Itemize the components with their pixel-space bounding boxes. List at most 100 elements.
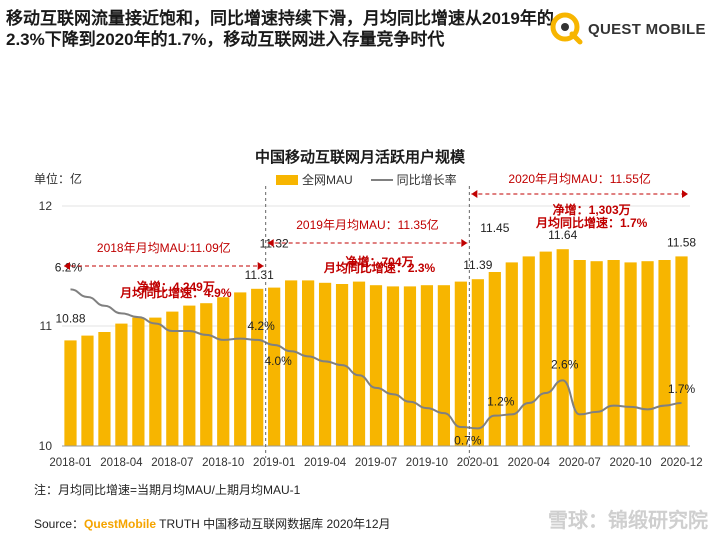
- bar: [98, 332, 111, 446]
- annotation-net-add: 净增：1,303万: [553, 202, 631, 217]
- brand-q-icon: [550, 12, 583, 45]
- line-value-label: 0.7%: [454, 433, 482, 447]
- legend-bar-label: 全网MAU: [302, 173, 353, 187]
- bar: [115, 323, 128, 446]
- chart-title: 中国移动互联网月活跃用户规模: [254, 149, 465, 166]
- source-rest: TRUTH 中国移动互联网数据库 2020年12月: [156, 517, 391, 531]
- unit-label: 单位：亿: [34, 172, 83, 186]
- bar: [132, 317, 145, 446]
- bar: [505, 262, 518, 446]
- y-tick-label: 10: [39, 439, 53, 453]
- x-tick-label: 2018-10: [202, 457, 244, 469]
- annotation-arrowhead: [471, 190, 478, 198]
- annotation-growth: 月均同比增速：4.9%: [119, 285, 232, 300]
- bar: [386, 286, 400, 446]
- growth-line: [70, 288, 682, 430]
- annotation-growth: 月均同比增速：2.3%: [323, 260, 436, 275]
- annotation-title-bg: [274, 217, 461, 233]
- x-tick-label: 2020-07: [559, 457, 601, 469]
- x-tick-label: 2020-12: [660, 457, 702, 469]
- bar: [217, 297, 230, 446]
- annotation-title: 2018年月均MAU:11.09亿: [97, 240, 231, 255]
- legend-line-label: 同比增长率: [396, 173, 457, 187]
- bar: [539, 251, 552, 446]
- bar-value-label: 11.45: [480, 221, 509, 235]
- source-prefix: Source：: [34, 517, 85, 531]
- x-tick-label: 2020-01: [457, 457, 499, 469]
- x-tick-label: 2018-07: [151, 457, 193, 469]
- brand-name: QUEST MOBILE: [588, 21, 706, 38]
- line-value-label: 2.6%: [551, 357, 579, 371]
- annotation-arrowhead: [682, 190, 688, 198]
- x-tick-label: 2020-10: [609, 457, 651, 469]
- source-line: Source：QuestMobile TRUTH 中国移动互联网数据库 2020…: [34, 515, 391, 532]
- bar: [675, 256, 688, 446]
- annotation-arrowhead: [64, 262, 70, 270]
- legend-bar-swatch: [276, 174, 298, 185]
- bar: [522, 256, 535, 446]
- watermark: 雪球：锦缎研究院: [548, 510, 708, 532]
- bar: [318, 282, 332, 446]
- bar-value-label: 11.32: [260, 237, 289, 251]
- annotation-arrowhead: [257, 262, 264, 270]
- bar-value-label: 11.64: [548, 228, 577, 242]
- bar: [658, 260, 671, 446]
- bar: [556, 249, 569, 446]
- x-tick-label: 2019-04: [304, 457, 347, 469]
- x-tick-label: 2019-07: [355, 457, 397, 469]
- line-value-label: 1.7%: [668, 382, 696, 396]
- bar-value-label: 10.88: [55, 311, 85, 325]
- annotation-title: 2020年月均MAU：11.55亿: [508, 171, 651, 186]
- annotation-title: 2019年月均MAU：11.35亿: [296, 217, 439, 232]
- bar: [420, 285, 434, 446]
- bar: [590, 261, 603, 446]
- x-tick-label: 2019-01: [253, 457, 295, 469]
- line-value-label: 4.2%: [248, 319, 276, 333]
- bar: [641, 261, 654, 446]
- bar: [251, 288, 264, 446]
- bar: [301, 280, 315, 446]
- bar-value-label: 11.39: [463, 258, 492, 272]
- bar-value-label: 11.58: [667, 235, 696, 249]
- bar: [352, 281, 366, 446]
- annotation-title-bg: [486, 171, 673, 187]
- bar-value-label: 11.31: [245, 268, 274, 282]
- annotation-growth: 月均同比增速：1.7%: [535, 215, 648, 230]
- bar: [607, 260, 620, 446]
- brand-logo: QUEST MOBILE: [548, 10, 718, 50]
- bar: [81, 335, 94, 446]
- bar: [149, 317, 162, 446]
- bar: [403, 286, 417, 446]
- annotation-arrowhead: [461, 239, 468, 247]
- bar: [624, 262, 637, 446]
- line-value-label: 1.2%: [487, 395, 515, 409]
- bar: [200, 303, 213, 446]
- bar: [183, 305, 196, 446]
- y-tick-label: 11: [40, 319, 53, 333]
- bar: [285, 280, 298, 446]
- bar: [454, 281, 467, 446]
- x-tick-label: 2018-01: [49, 457, 91, 469]
- annotation-net-add: 净增：4,249万: [137, 279, 215, 294]
- source-brand: QuestMobile: [84, 517, 157, 531]
- bar: [437, 285, 451, 446]
- footnote: 注：月均同比增速=当期月均MAU/上期月均MAU-1: [34, 483, 301, 497]
- y-tick-label: 12: [39, 199, 53, 213]
- legend-line-swatch: [370, 178, 393, 181]
- legend: 全网MAU 同比增长率: [276, 171, 457, 188]
- bar: [573, 260, 586, 446]
- annotation-arrowhead: [267, 239, 274, 247]
- x-tick-label: 2018-04: [100, 457, 143, 469]
- annotation-net-add: 净增：704万: [345, 254, 413, 269]
- x-tick-label: 2019-10: [406, 457, 448, 469]
- bar: [64, 340, 77, 446]
- line-value-label: 4.0%: [264, 354, 292, 368]
- annotation-title-bg: [70, 240, 257, 256]
- bar: [369, 285, 383, 446]
- bar: [471, 279, 484, 446]
- bar: [166, 311, 179, 446]
- bar: [268, 287, 281, 446]
- headline: 移动互联网流量接近饱和，同比增速持续下滑，月均同比增速从2019年的2.3%下降…: [6, 9, 554, 49]
- bar: [488, 272, 501, 446]
